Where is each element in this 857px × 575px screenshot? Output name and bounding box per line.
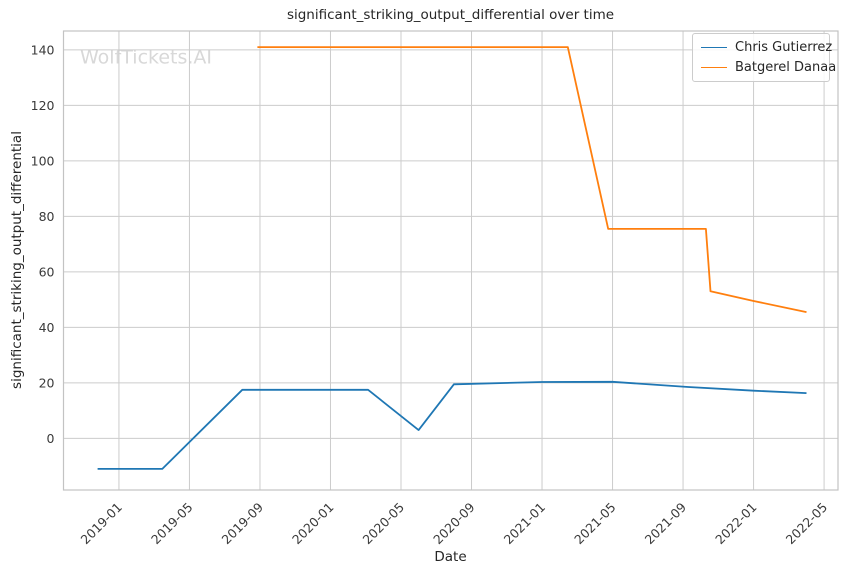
x-axis-label: Date: [434, 549, 467, 565]
y-tick-label: 100: [31, 153, 55, 168]
y-tick-label: 20: [39, 375, 55, 390]
plot-border: [62, 30, 839, 491]
y-tick-label: 0: [47, 431, 55, 446]
legend-swatch-batgerel-danaa: [701, 67, 727, 68]
legend-label-batgerel-danaa: Batgerel Danaa: [735, 60, 837, 75]
series-line-1: [257, 46, 807, 313]
y-axis-label: significant_striking_output_differential: [9, 131, 25, 389]
chart-title: significant_striking_output_differential…: [286, 7, 615, 23]
watermark: WolfTickets.AI: [80, 47, 212, 69]
legend-item-chris-gutierrez: Chris Gutierrez: [701, 39, 832, 56]
x-tick-label: 2021-09: [642, 499, 690, 547]
x-tick-label: 2022-01: [712, 500, 760, 548]
x-tick-label: 2019-09: [219, 499, 267, 547]
x-tick-label: 2020-05: [360, 500, 408, 548]
x-tick-label: 2022-05: [783, 500, 831, 548]
legend: Chris Gutierrez Batgerel Danaa: [692, 33, 836, 82]
y-tick-label: 140: [31, 42, 55, 57]
y-tick-label: 40: [39, 320, 55, 335]
x-tick-label: 2020-01: [289, 500, 337, 548]
legend-item-batgerel-danaa: Batgerel Danaa: [701, 59, 836, 76]
x-tick-label: 2020-09: [430, 499, 478, 547]
y-tick-label: 80: [39, 209, 55, 224]
y-tick-label: 60: [39, 264, 55, 279]
x-tick-label: 2021-01: [501, 500, 549, 548]
x-tick-label: 2019-01: [78, 500, 126, 548]
y-tick-label: 120: [31, 98, 55, 113]
legend-label-chris-gutierrez: Chris Gutierrez: [735, 40, 833, 55]
series-line-0: [97, 380, 807, 470]
x-tick-label: 2019-05: [148, 500, 196, 548]
x-tick-label: 2021-05: [571, 500, 619, 548]
legend-swatch-chris-gutierrez: [701, 47, 727, 48]
